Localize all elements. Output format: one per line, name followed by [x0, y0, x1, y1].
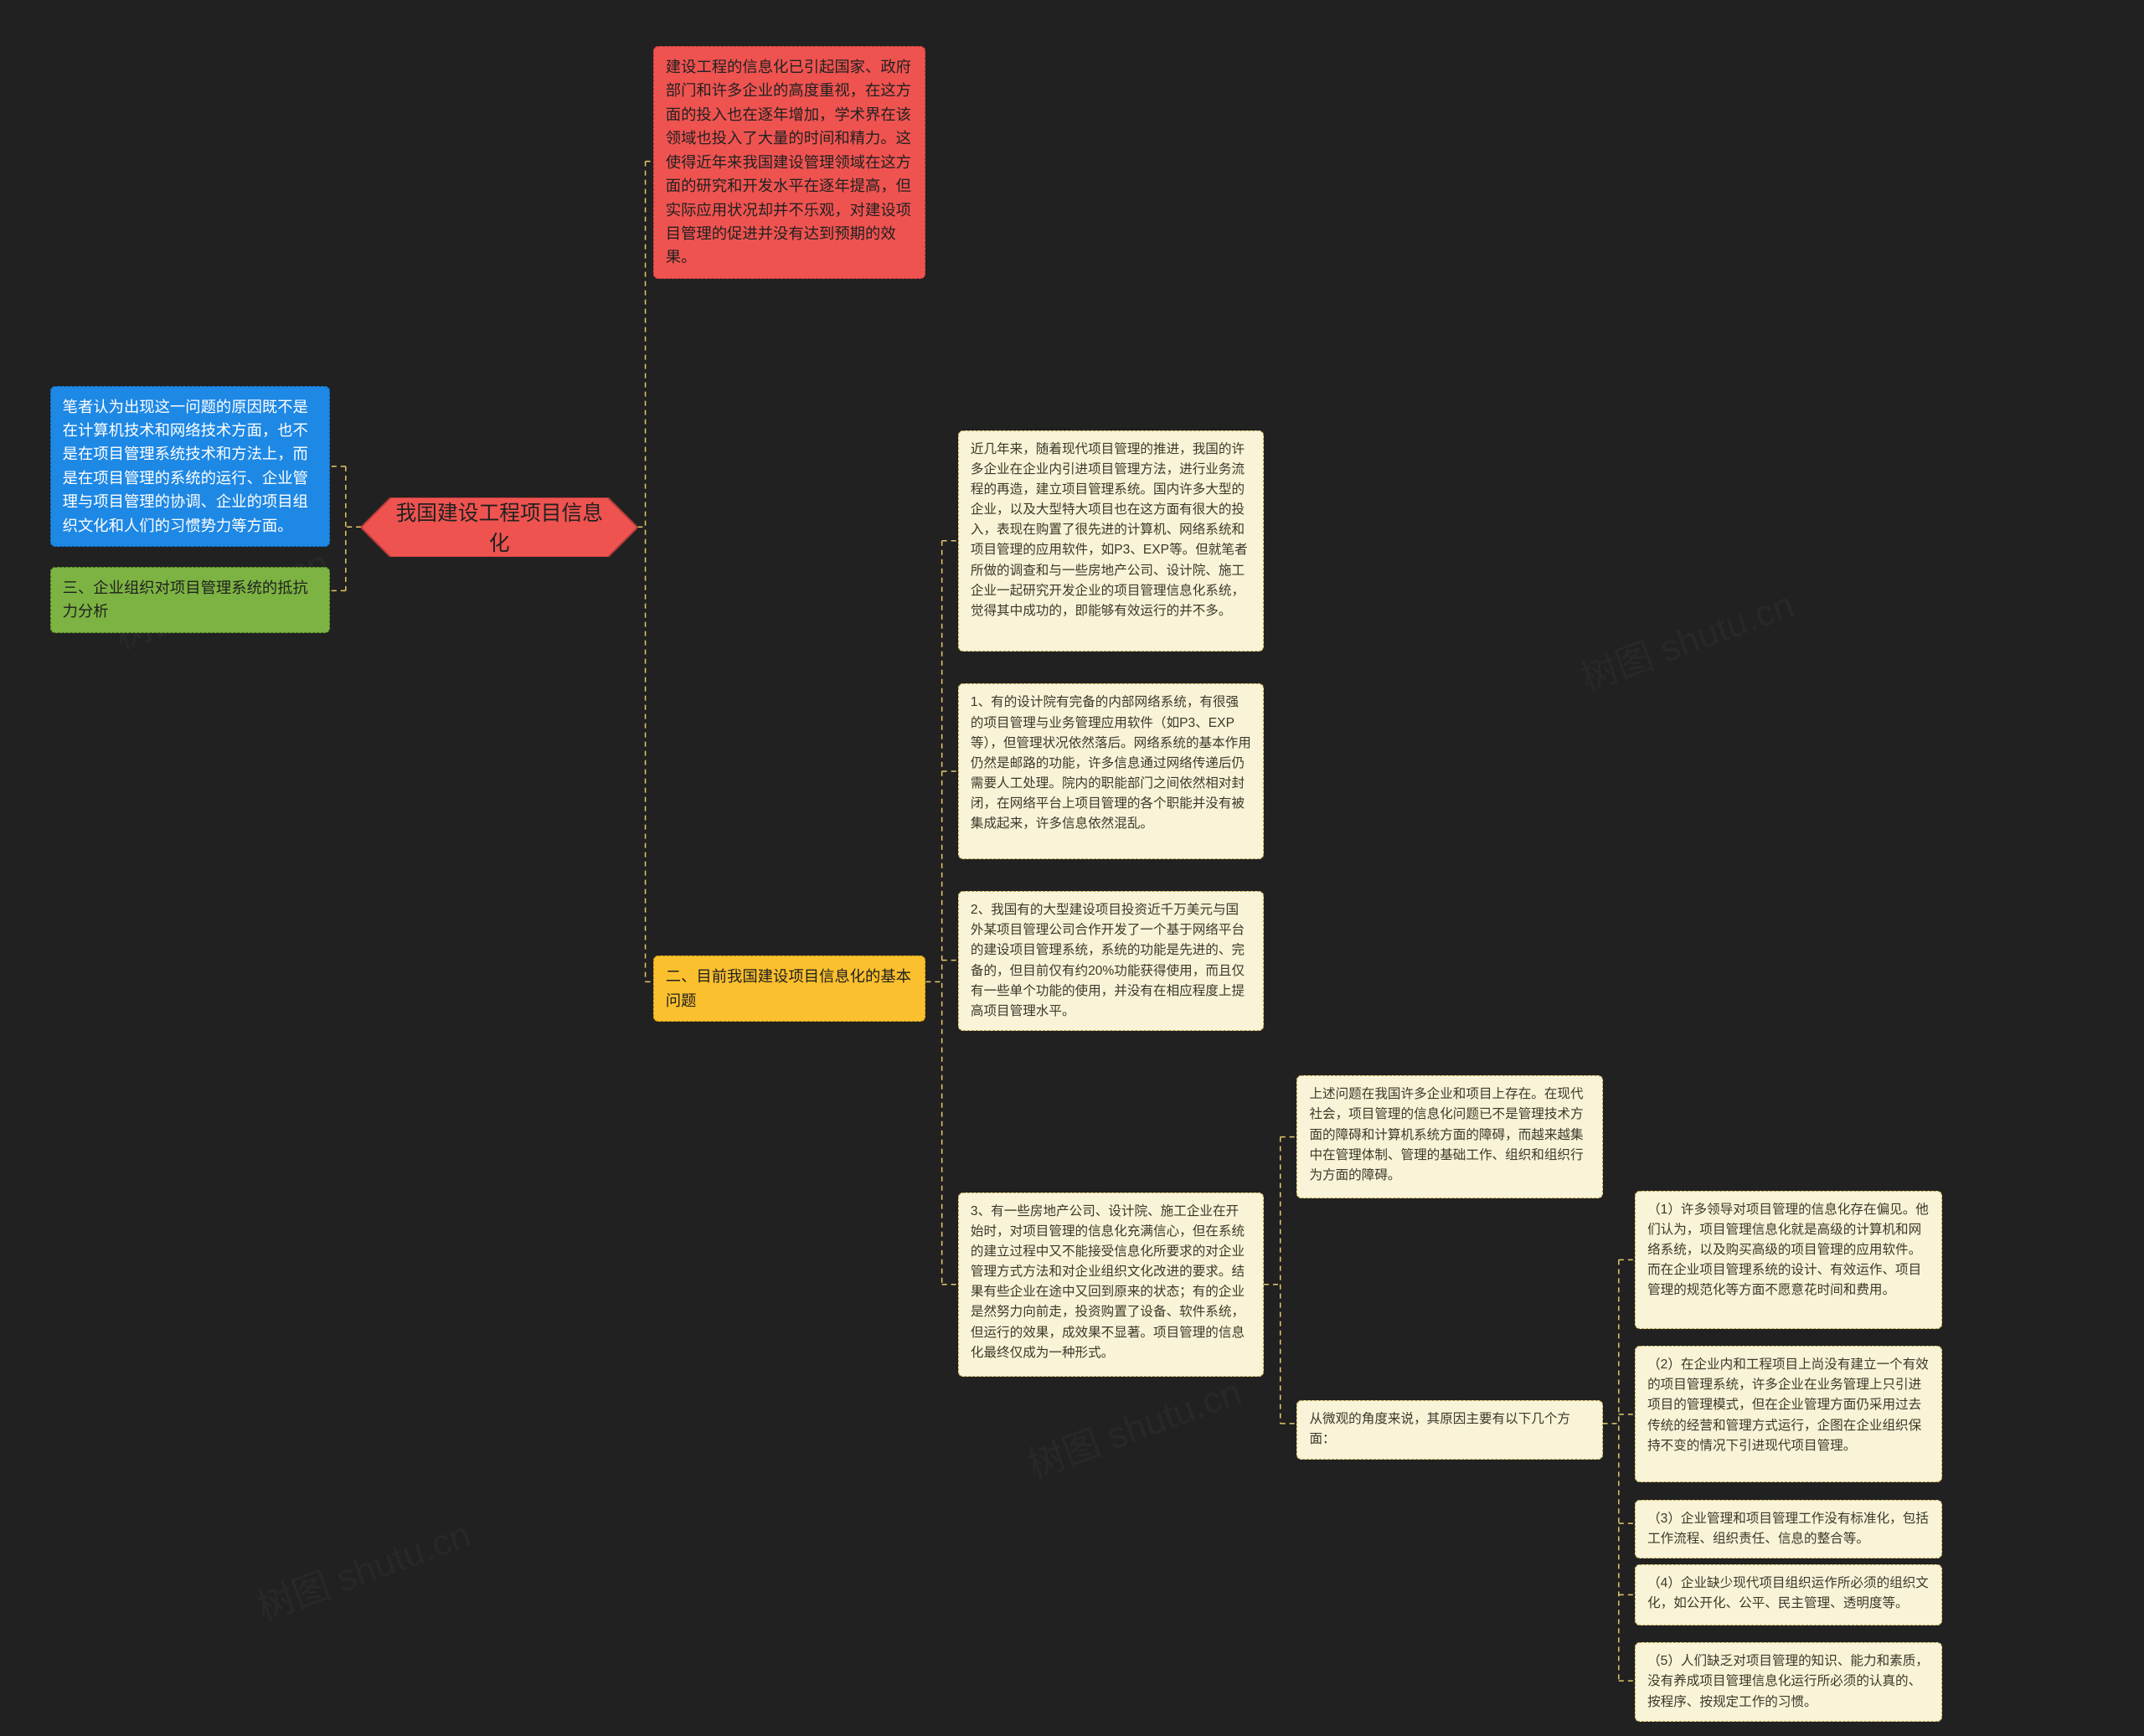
node-cause-analysis[interactable]: 笔者认为出现这一问题的原因既不是在计算机技术和网络技术方面，也不是在项目管理系统… [50, 386, 331, 548]
root-label: 我国建设工程项目信息化 [361, 497, 637, 557]
node-reason-1[interactable]: （1）许多领导对项目管理的信息化存在偏见。他们认为，项目管理信息化就是高级的计算… [1635, 1191, 1942, 1329]
watermark: 树图 shutu.cn [1572, 574, 1800, 701]
watermark: 树图 shutu.cn [249, 1504, 477, 1630]
node-reason-3[interactable]: （3）企业管理和项目管理工作没有标准化，包括工作流程、组织责任、信息的整合等。 [1635, 1500, 1942, 1558]
node-reason-4[interactable]: （4）企业缺少现代项目组织运作所必须的组织文化，如公开化、公平、民主管理、透明度… [1635, 1564, 1942, 1625]
node-section-3[interactable]: 三、企业组织对项目管理系统的抵抗力分析 [50, 567, 331, 633]
node-r2-child-4[interactable]: 3、有一些房地产公司、设计院、施工企业在开始时，对项目管理的信息化充满信心，但在… [958, 1193, 1264, 1377]
node-r2d-child-2[interactable]: 从微观的角度来说，其原因主要有以下几个方面： [1296, 1400, 1602, 1459]
node-reason-2[interactable]: （2）在企业内和工程项目上尚没有建立一个有效的项目管理系统，许多企业在业务管理上… [1635, 1346, 1942, 1482]
node-r2-child-3[interactable]: 2、我国有的大型建设项目投资近千万美元与国外某项目管理公司合作开发了一个基于网络… [958, 891, 1264, 1031]
node-r2d-child-1[interactable]: 上述问题在我国许多企业和项目上存在。在现代社会，项目管理的信息化问题已不是管理技… [1296, 1075, 1602, 1198]
node-reason-5[interactable]: （5）人们缺乏对项目管理的知识、能力和素质，没有养成项目管理信息化运行所必须的认… [1635, 1642, 1942, 1721]
mindmap-canvas: 树图 shutu.cn 树图 shutu.cn 树图 shutu.cn 树图 s… [0, 0, 2144, 1736]
node-r2-child-2[interactable]: 1、有的设计院有完备的内部网络系统，有很强的项目管理与业务管理应用软件（如P3、… [958, 683, 1264, 858]
node-intro[interactable]: 建设工程的信息化已引起国家、政府部门和许多企业的高度重视，在这方面的投入也在逐年… [653, 46, 926, 279]
root-node[interactable]: 我国建设工程项目信息化 [361, 497, 637, 558]
node-r2-child-1[interactable]: 近几年来，随着现代项目管理的推进，我国的许多企业在企业内引进项目管理方法，进行业… [958, 430, 1264, 652]
node-section-2[interactable]: 二、目前我国建设项目信息化的基本问题 [653, 956, 926, 1022]
watermark: 树图 shutu.cn [1019, 1362, 1247, 1488]
